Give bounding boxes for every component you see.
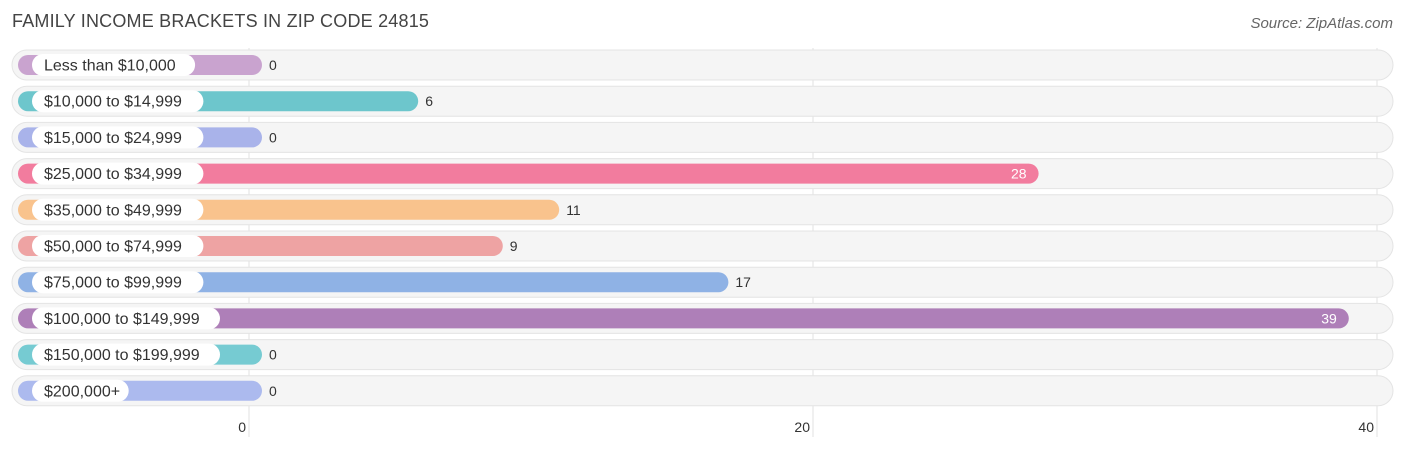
category-label: $35,000 to $49,999 (44, 202, 182, 219)
value-label: 0 (269, 57, 277, 73)
category-label-bg (32, 162, 204, 185)
value-label: 11 (566, 202, 581, 218)
category-label: $200,000+ (44, 383, 120, 400)
category-label: $25,000 to $34,999 (44, 166, 182, 183)
category-label: $10,000 to $14,999 (44, 94, 182, 111)
category-label: $75,000 to $99,999 (44, 275, 182, 292)
row-background (11, 339, 1394, 371)
category-label: $15,000 to $24,999 (44, 130, 182, 147)
category-label-bg (32, 307, 220, 330)
category-label-bg (32, 343, 220, 366)
row-background (11, 49, 1394, 81)
source-note: Source: ZipAtlas.com (1250, 15, 1393, 32)
category-label-bg (32, 235, 204, 257)
category-label-bg (32, 90, 204, 113)
category-label-bg (32, 126, 204, 149)
bar (18, 163, 1039, 184)
category-label-bg (32, 54, 196, 76)
row-background (11, 375, 1394, 407)
category-label: Less than $10,000 (44, 58, 176, 75)
x-tick-label: 0 (238, 419, 246, 435)
category-label-bg (32, 379, 129, 402)
x-tick-label: 20 (794, 419, 810, 435)
bar (18, 308, 1349, 329)
value-label: 6 (425, 93, 433, 109)
category-label: $100,000 to $149,999 (44, 311, 200, 328)
x-tick-label: 40 (1358, 419, 1374, 435)
value-label: 28 (1011, 166, 1027, 182)
value-label: 0 (269, 129, 277, 145)
value-label: 0 (269, 383, 277, 399)
value-label: 0 (269, 347, 277, 363)
value-label: 9 (510, 238, 518, 254)
category-label: $150,000 to $199,999 (44, 347, 200, 364)
category-label-bg (32, 271, 204, 294)
category-label: $50,000 to $74,999 (44, 239, 182, 256)
value-label: 39 (1321, 310, 1337, 326)
category-label-bg (32, 198, 204, 221)
row-background (11, 121, 1394, 153)
value-label: 17 (735, 274, 751, 290)
chart-title: FAMILY INCOME BRACKETS IN ZIP CODE 24815 (12, 11, 430, 31)
